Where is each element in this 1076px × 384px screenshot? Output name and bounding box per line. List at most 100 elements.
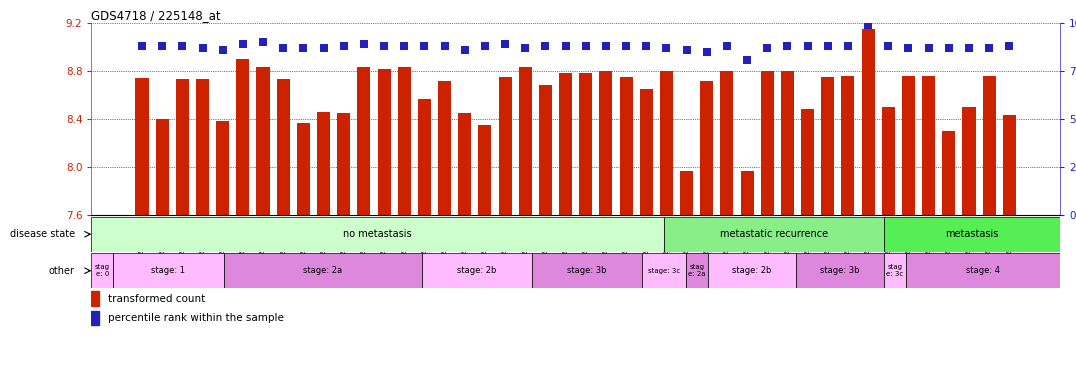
Bar <box>498 77 511 215</box>
Bar <box>720 71 734 215</box>
Bar <box>761 71 774 215</box>
Text: stag
e: 3c: stag e: 3c <box>887 264 904 277</box>
Bar <box>91 311 99 325</box>
Point <box>235 41 252 47</box>
Text: no metastasis: no metastasis <box>343 229 412 239</box>
Bar <box>560 73 572 215</box>
Bar <box>196 79 209 215</box>
Bar <box>962 107 976 215</box>
Bar <box>539 85 552 215</box>
Bar <box>841 76 854 215</box>
Point <box>839 43 856 49</box>
Bar <box>156 119 169 215</box>
Text: disease state: disease state <box>10 229 75 239</box>
Bar <box>982 76 995 215</box>
Text: stage: 2a: stage: 2a <box>303 266 342 275</box>
Point <box>638 43 655 49</box>
Point <box>537 43 554 49</box>
Bar <box>740 170 753 215</box>
Text: metastasis: metastasis <box>945 229 999 239</box>
Point <box>557 43 575 49</box>
Bar <box>91 217 664 252</box>
Bar <box>883 253 906 288</box>
Point <box>477 43 494 49</box>
Text: stage: 3c: stage: 3c <box>648 268 680 274</box>
Text: percentile rank within the sample: percentile rank within the sample <box>108 313 284 323</box>
Bar <box>620 77 633 215</box>
Bar <box>438 81 451 215</box>
Bar <box>801 109 815 215</box>
Point <box>133 43 151 49</box>
Point <box>376 43 393 49</box>
Point <box>315 45 332 51</box>
Bar <box>216 121 229 215</box>
Bar <box>378 69 391 215</box>
Bar <box>708 253 796 288</box>
Point <box>860 22 877 28</box>
Bar <box>532 253 641 288</box>
Text: stage: 2b: stage: 2b <box>457 266 496 275</box>
Bar <box>337 113 351 215</box>
Text: stage: 3b: stage: 3b <box>567 266 607 275</box>
Bar <box>599 71 612 215</box>
Bar <box>821 77 834 215</box>
Point <box>456 47 473 53</box>
Text: stage: 4: stage: 4 <box>966 266 1000 275</box>
Point <box>295 45 312 51</box>
Point <box>436 43 453 49</box>
Bar <box>902 76 915 215</box>
Text: other: other <box>49 266 75 276</box>
Bar <box>256 68 270 215</box>
Bar <box>641 253 685 288</box>
Bar <box>883 217 1060 252</box>
Bar <box>417 99 431 215</box>
Point <box>415 43 433 49</box>
Point <box>980 45 997 51</box>
Bar <box>680 170 693 215</box>
Point <box>1001 43 1018 49</box>
Bar <box>479 125 492 215</box>
Point <box>173 43 190 49</box>
Point <box>396 43 413 49</box>
Bar <box>297 122 310 215</box>
Point <box>154 43 171 49</box>
Bar <box>175 79 189 215</box>
Point <box>940 45 958 51</box>
Bar <box>277 79 289 215</box>
Bar <box>458 113 471 215</box>
Text: stag
e: 2a: stag e: 2a <box>688 264 706 277</box>
Point <box>961 45 978 51</box>
Point <box>779 43 796 49</box>
Point <box>920 45 937 51</box>
Point <box>719 43 736 49</box>
Point <box>335 43 352 49</box>
Bar <box>862 29 875 215</box>
Bar <box>881 107 895 215</box>
Bar <box>398 68 411 215</box>
Point <box>597 43 614 49</box>
Bar <box>519 68 532 215</box>
Bar <box>357 68 370 215</box>
Bar <box>237 59 250 215</box>
Bar <box>664 217 883 252</box>
Point <box>799 43 817 49</box>
Point <box>759 45 776 51</box>
Text: stage: 2b: stage: 2b <box>732 266 771 275</box>
Point <box>880 43 897 49</box>
Point <box>698 49 716 55</box>
Text: stage: 3b: stage: 3b <box>820 266 860 275</box>
Text: transformed count: transformed count <box>108 294 206 304</box>
Bar <box>685 253 708 288</box>
Bar <box>700 81 713 215</box>
Text: GDS4718 / 225148_at: GDS4718 / 225148_at <box>91 9 221 22</box>
Bar <box>796 253 883 288</box>
Bar <box>224 253 422 288</box>
Bar <box>943 131 955 215</box>
Bar <box>136 78 148 215</box>
Point <box>738 56 755 63</box>
Point <box>214 47 231 53</box>
Bar <box>422 253 532 288</box>
Bar <box>113 253 224 288</box>
Point <box>678 47 695 53</box>
Point <box>274 45 292 51</box>
